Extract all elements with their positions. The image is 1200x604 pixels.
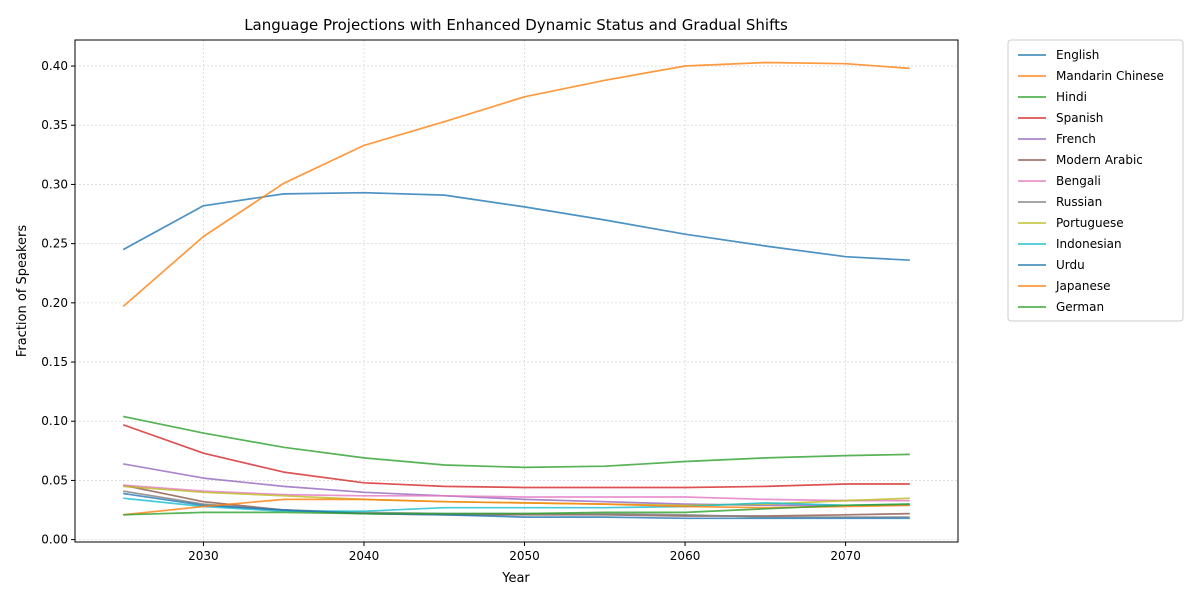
grid-layer <box>75 40 958 542</box>
series-line-mandarin-chinese <box>122 61 910 308</box>
series-line-hindi <box>123 415 910 469</box>
legend-label-hindi: Hindi <box>1056 90 1087 104</box>
x-tick-label: 2070 <box>830 549 861 563</box>
series-line-urdu <box>123 492 910 520</box>
series-line-indonesian <box>123 497 910 513</box>
series-layer <box>122 61 910 520</box>
x-axis-title: Year <box>501 571 530 586</box>
series-line-german <box>123 503 910 516</box>
y-tick-label: 0.30 <box>41 177 68 191</box>
legend-label-english: English <box>1056 48 1099 62</box>
y-axis-title: Fraction of Speakers <box>15 225 30 358</box>
series-line-english <box>122 191 910 262</box>
series-line-spanish <box>122 423 910 489</box>
series-line-bengali <box>123 484 910 502</box>
legend-label-modern-arabic: Modern Arabic <box>1056 153 1143 167</box>
plot-frame <box>74 39 959 543</box>
legend-label-french: French <box>1056 132 1096 146</box>
y-tick-label: 0.35 <box>41 118 68 132</box>
chart-title: Language Projections with Enhanced Dynam… <box>244 16 788 34</box>
legend-label-mandarin-chinese: Mandarin Chinese <box>1056 69 1164 83</box>
x-tick-label: 2040 <box>349 549 380 563</box>
series-line-french <box>123 463 910 507</box>
y-tick-label: 0.15 <box>41 355 68 369</box>
y-axis-ticks: 0.00 0.05 0.10 0.15 0.20 0.25 0.30 0.35 0.40 <box>41 59 75 547</box>
legend-label-urdu: Urdu <box>1056 258 1085 272</box>
y-tick-label: 0.20 <box>41 296 68 310</box>
x-tick-label: 2050 <box>509 549 540 563</box>
y-tick-label: 0.05 <box>41 473 68 487</box>
legend-label-indonesian: Indonesian <box>1056 237 1122 251</box>
legend-label-bengali: Bengali <box>1056 174 1101 188</box>
legend-label-german: German <box>1056 300 1104 314</box>
x-tick-label: 2060 <box>670 549 701 563</box>
y-tick-label: 0.25 <box>41 237 68 251</box>
y-tick-label: 0.10 <box>41 414 68 428</box>
legend-label-spanish: Spanish <box>1056 111 1103 125</box>
legend-label-portuguese: Portuguese <box>1056 216 1124 230</box>
y-tick-label: 0.00 <box>41 533 68 547</box>
legend-frame <box>1007 39 1184 322</box>
x-tick-label: 2030 <box>188 549 219 563</box>
legend-label-russian: Russian <box>1056 195 1102 209</box>
legend-label-japanese: Japanese <box>1055 279 1111 293</box>
y-tick-label: 0.40 <box>41 59 68 73</box>
x-axis-ticks: 2030 2040 2050 2060 2070 <box>188 542 861 563</box>
legend: English Mandarin Chinese Hindi Spanish Frenc… <box>1007 39 1184 322</box>
